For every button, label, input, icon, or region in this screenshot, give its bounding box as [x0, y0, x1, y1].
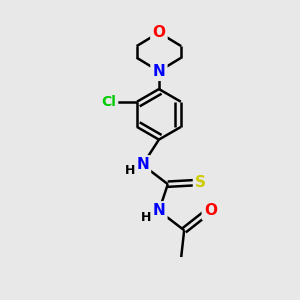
Text: H: H — [141, 211, 151, 224]
Text: N: N — [152, 64, 165, 79]
Text: O: O — [204, 203, 217, 218]
Text: Cl: Cl — [101, 95, 116, 109]
Text: N: N — [136, 158, 149, 172]
Text: H: H — [125, 164, 135, 177]
Text: N: N — [152, 203, 165, 218]
Text: O: O — [152, 25, 165, 40]
Text: S: S — [195, 175, 206, 190]
